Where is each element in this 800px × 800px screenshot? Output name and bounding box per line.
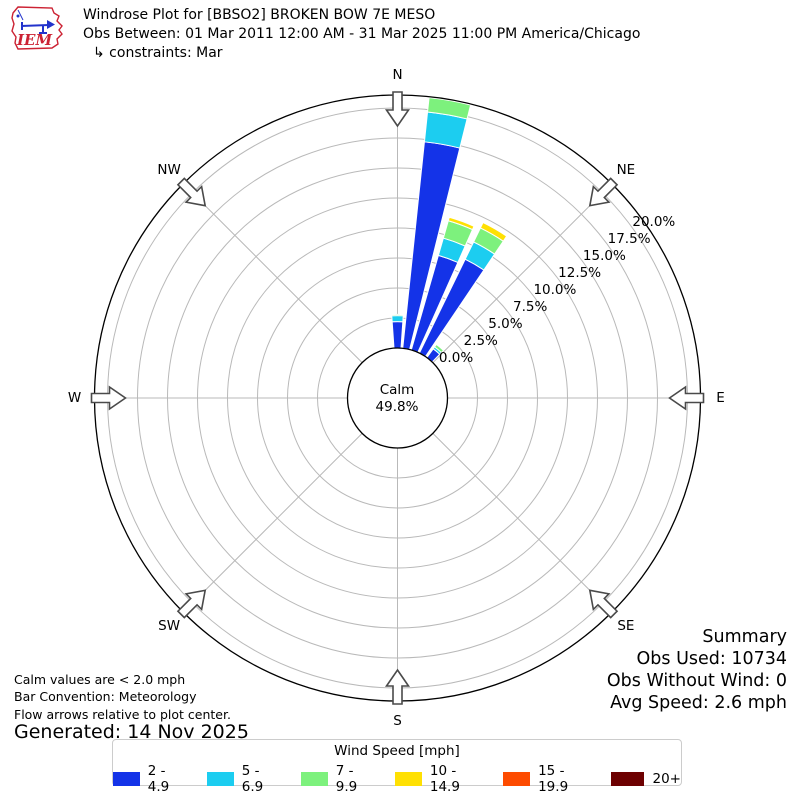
legend-label: 5 - 6.9 (241, 763, 264, 795)
wind-bar-segment (391, 313, 404, 317)
flow-arrow-icon (384, 91, 411, 128)
weather-vane-icon (16, 9, 55, 34)
obs-range-subtitle: Obs Between: 01 Mar 2011 12:00 AM - 31 M… (83, 26, 641, 42)
wind-speed-legend: Wind Speed [mph] 2 - 4.9 5 - 6.9 7 - 9.9 10… (112, 739, 682, 795)
legend-swatch (207, 772, 234, 786)
bar-convention-note: Bar Convention: Meteorology (14, 689, 197, 705)
legend-items: 2 - 4.9 5 - 6.9 7 - 9.9 10 - 14.9 15 - 19.9 2… (113, 763, 681, 795)
legend-swatch (611, 772, 645, 786)
grid-spoke (182, 183, 363, 363)
footnotes: Calm values are < 2.0 mph Bar Convention… (14, 671, 249, 743)
compass-label-se: SE (617, 618, 635, 635)
wind-bar-segment (391, 321, 404, 349)
grid-spoke (182, 433, 363, 613)
legend-swatch (395, 772, 422, 786)
iem-logo-text: IEM (16, 31, 52, 49)
radial-tick-label: 2.5% (463, 332, 498, 349)
legend-title: Wind Speed [mph] (334, 743, 460, 759)
legend-swatch (301, 772, 328, 786)
legend-item: 7 - 9.9 (301, 763, 371, 795)
wind-bar-segment (391, 315, 404, 323)
radial-tick-label: 7.5% (513, 298, 548, 315)
flow-arrows-note: Flow arrows relative to plot center. (14, 706, 231, 722)
grid-spoke (432, 433, 613, 613)
flow-arrow-icon (668, 385, 705, 411)
legend-label: 10 - 14.9 (429, 763, 460, 795)
calm-percent: 49.8% (375, 399, 419, 415)
radial-tick-label: 17.5% (607, 230, 651, 247)
header: Windrose Plot for [BBSO2] BROKEN BOW 7E … (83, 6, 640, 63)
calm-circle-outline (346, 347, 449, 449)
summary-title: Summary (702, 627, 787, 647)
obs-used: Obs Used: 10734 (636, 649, 788, 669)
compass-label-s: S (393, 713, 402, 729)
obs-without-wind: Obs Without Wind: 0 (606, 671, 787, 691)
wind-bar-segment (447, 216, 475, 231)
avg-speed: Avg Speed: 2.6 mph (610, 693, 787, 713)
legend-label: 20+ (652, 771, 681, 787)
radial-tick-label: 20.0% (632, 213, 676, 230)
compass-label-ne: NE (616, 161, 636, 178)
grid-spoke (432, 183, 613, 363)
radial-tick-label: 5.0% (488, 315, 523, 332)
legend-item: 2 - 4.9 (113, 763, 183, 795)
calm-threshold-note: Calm values are < 2.0 mph (14, 672, 186, 687)
compass-label-nw: NW (157, 161, 181, 178)
radial-tick-label: 10.0% (533, 281, 577, 298)
legend-swatch (113, 772, 140, 786)
flow-arrow-icon (176, 177, 207, 207)
legend-label: 15 - 19.9 (538, 763, 569, 795)
constraints-note: ↳ constraints: Mar (93, 45, 223, 61)
legend-item: 20+ (611, 771, 681, 787)
compass-label-e: E (716, 390, 725, 406)
legend-label: 2 - 4.9 (147, 763, 170, 795)
calm-circle-fill (347, 348, 448, 448)
wind-bar-segment (427, 97, 472, 120)
legend-item: 10 - 14.9 (395, 763, 479, 795)
compass-label-n: N (392, 67, 403, 83)
wind-bar-segment (433, 343, 445, 354)
legend-item: 15 - 19.9 (503, 763, 587, 795)
iem-logo: IEM (11, 6, 63, 50)
flow-arrow-icon (90, 385, 127, 411)
summary-block: Summary Obs Used: 10734 Obs Without Wind… (607, 626, 787, 714)
compass-label-w: W (67, 390, 82, 406)
legend-label: 7 - 9.9 (335, 763, 358, 795)
wind-bar-segment (479, 221, 508, 242)
generated-date: Generated: 14 Nov 2025 (14, 720, 249, 743)
calm-center-label: Calm 49.8% (376, 382, 419, 416)
radial-tick-label: 12.5% (558, 264, 602, 281)
flow-arrow-icon (384, 668, 411, 705)
iowa-outline (11, 6, 63, 50)
calm-word: Calm (379, 382, 415, 398)
page-title: Windrose Plot for [BBSO2] BROKEN BOW 7E … (83, 7, 436, 23)
radial-tick-label: 15.0% (582, 247, 626, 264)
compass-label-sw: SW (158, 618, 181, 635)
flow-arrow-icon (176, 589, 207, 619)
flow-arrow-icon (588, 589, 619, 619)
legend-item: 5 - 6.9 (207, 763, 277, 795)
flow-arrow-icon (588, 177, 619, 207)
radial-tick-label: 0.0% (438, 349, 474, 366)
legend-swatch (503, 772, 531, 786)
